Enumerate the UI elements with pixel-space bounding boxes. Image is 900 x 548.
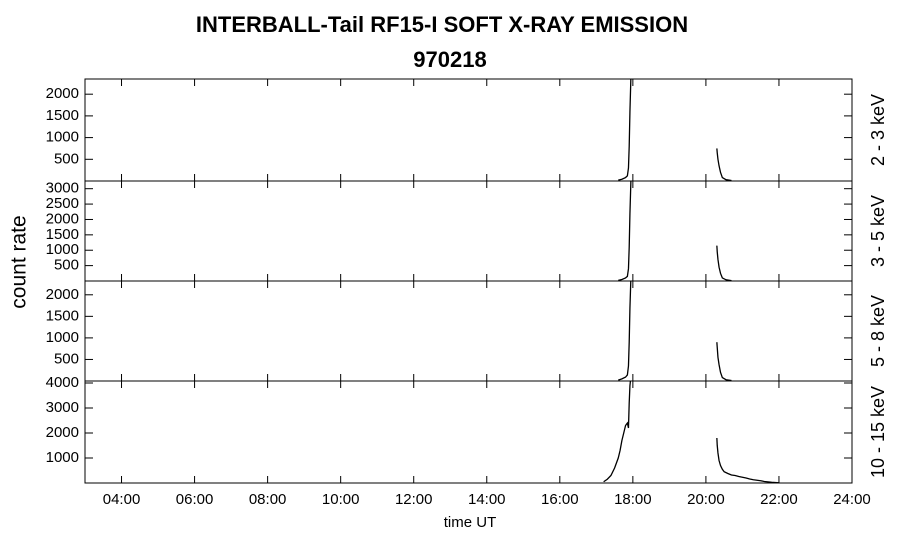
y-axis-label: count rate (8, 215, 31, 308)
x-tick-label: 08:00 (249, 491, 287, 508)
y-tick-label: 2000 (46, 424, 79, 441)
y-tick-label: 500 (54, 350, 79, 367)
y-tick-label: 1000 (46, 241, 79, 258)
panel-frame (84, 280, 853, 382)
panel-label: 5 - 8 keV (868, 295, 888, 367)
y-tick-label: 1000 (46, 329, 79, 346)
x-tick-label: 12:00 (395, 491, 433, 508)
x-tick-label: 18:00 (614, 491, 652, 508)
y-tick-label: 1500 (46, 226, 79, 243)
y-tick-label: 2000 (46, 210, 79, 227)
data-line (618, 181, 732, 281)
y-tick-label: 500 (54, 150, 79, 167)
data-line (618, 79, 732, 181)
panel-frame (84, 78, 853, 182)
y-tick-label: 2000 (46, 286, 79, 303)
data-line (603, 381, 779, 483)
x-tick-label: 10:00 (322, 491, 360, 508)
chart-subtitle: 970218 (413, 47, 486, 72)
x-tick-label: 24:00 (833, 491, 871, 508)
panel-label: 3 - 5 keV (868, 195, 888, 267)
x-axis-label: time UT (444, 514, 497, 531)
x-tick-label: 04:00 (103, 491, 141, 508)
y-tick-label: 3000 (46, 399, 79, 416)
y-tick-label: 1000 (46, 449, 79, 466)
x-tick-label: 22:00 (760, 491, 798, 508)
data-line (618, 281, 732, 381)
y-tick-label: 3000 (46, 180, 79, 197)
x-tick-label: 14:00 (468, 491, 506, 508)
panel-frame (84, 180, 853, 282)
y-tick-label: 1500 (46, 307, 79, 324)
chart-title: INTERBALL-Tail RF15-I SOFT X-RAY EMISSIO… (196, 12, 688, 37)
panel-label: 10 - 15 keV (868, 386, 888, 478)
panel-label: 2 - 3 keV (868, 94, 888, 166)
y-tick-label: 1000 (46, 129, 79, 146)
x-tick-label: 16:00 (541, 491, 579, 508)
y-tick-label: 500 (54, 257, 79, 274)
y-tick-label: 4000 (46, 374, 79, 391)
x-tick-label: 20:00 (687, 491, 725, 508)
panel-frame (84, 380, 853, 484)
y-tick-label: 2000 (46, 85, 79, 102)
y-tick-label: 2500 (46, 195, 79, 212)
y-tick-label: 1500 (46, 107, 79, 124)
x-tick-label: 06:00 (176, 491, 214, 508)
